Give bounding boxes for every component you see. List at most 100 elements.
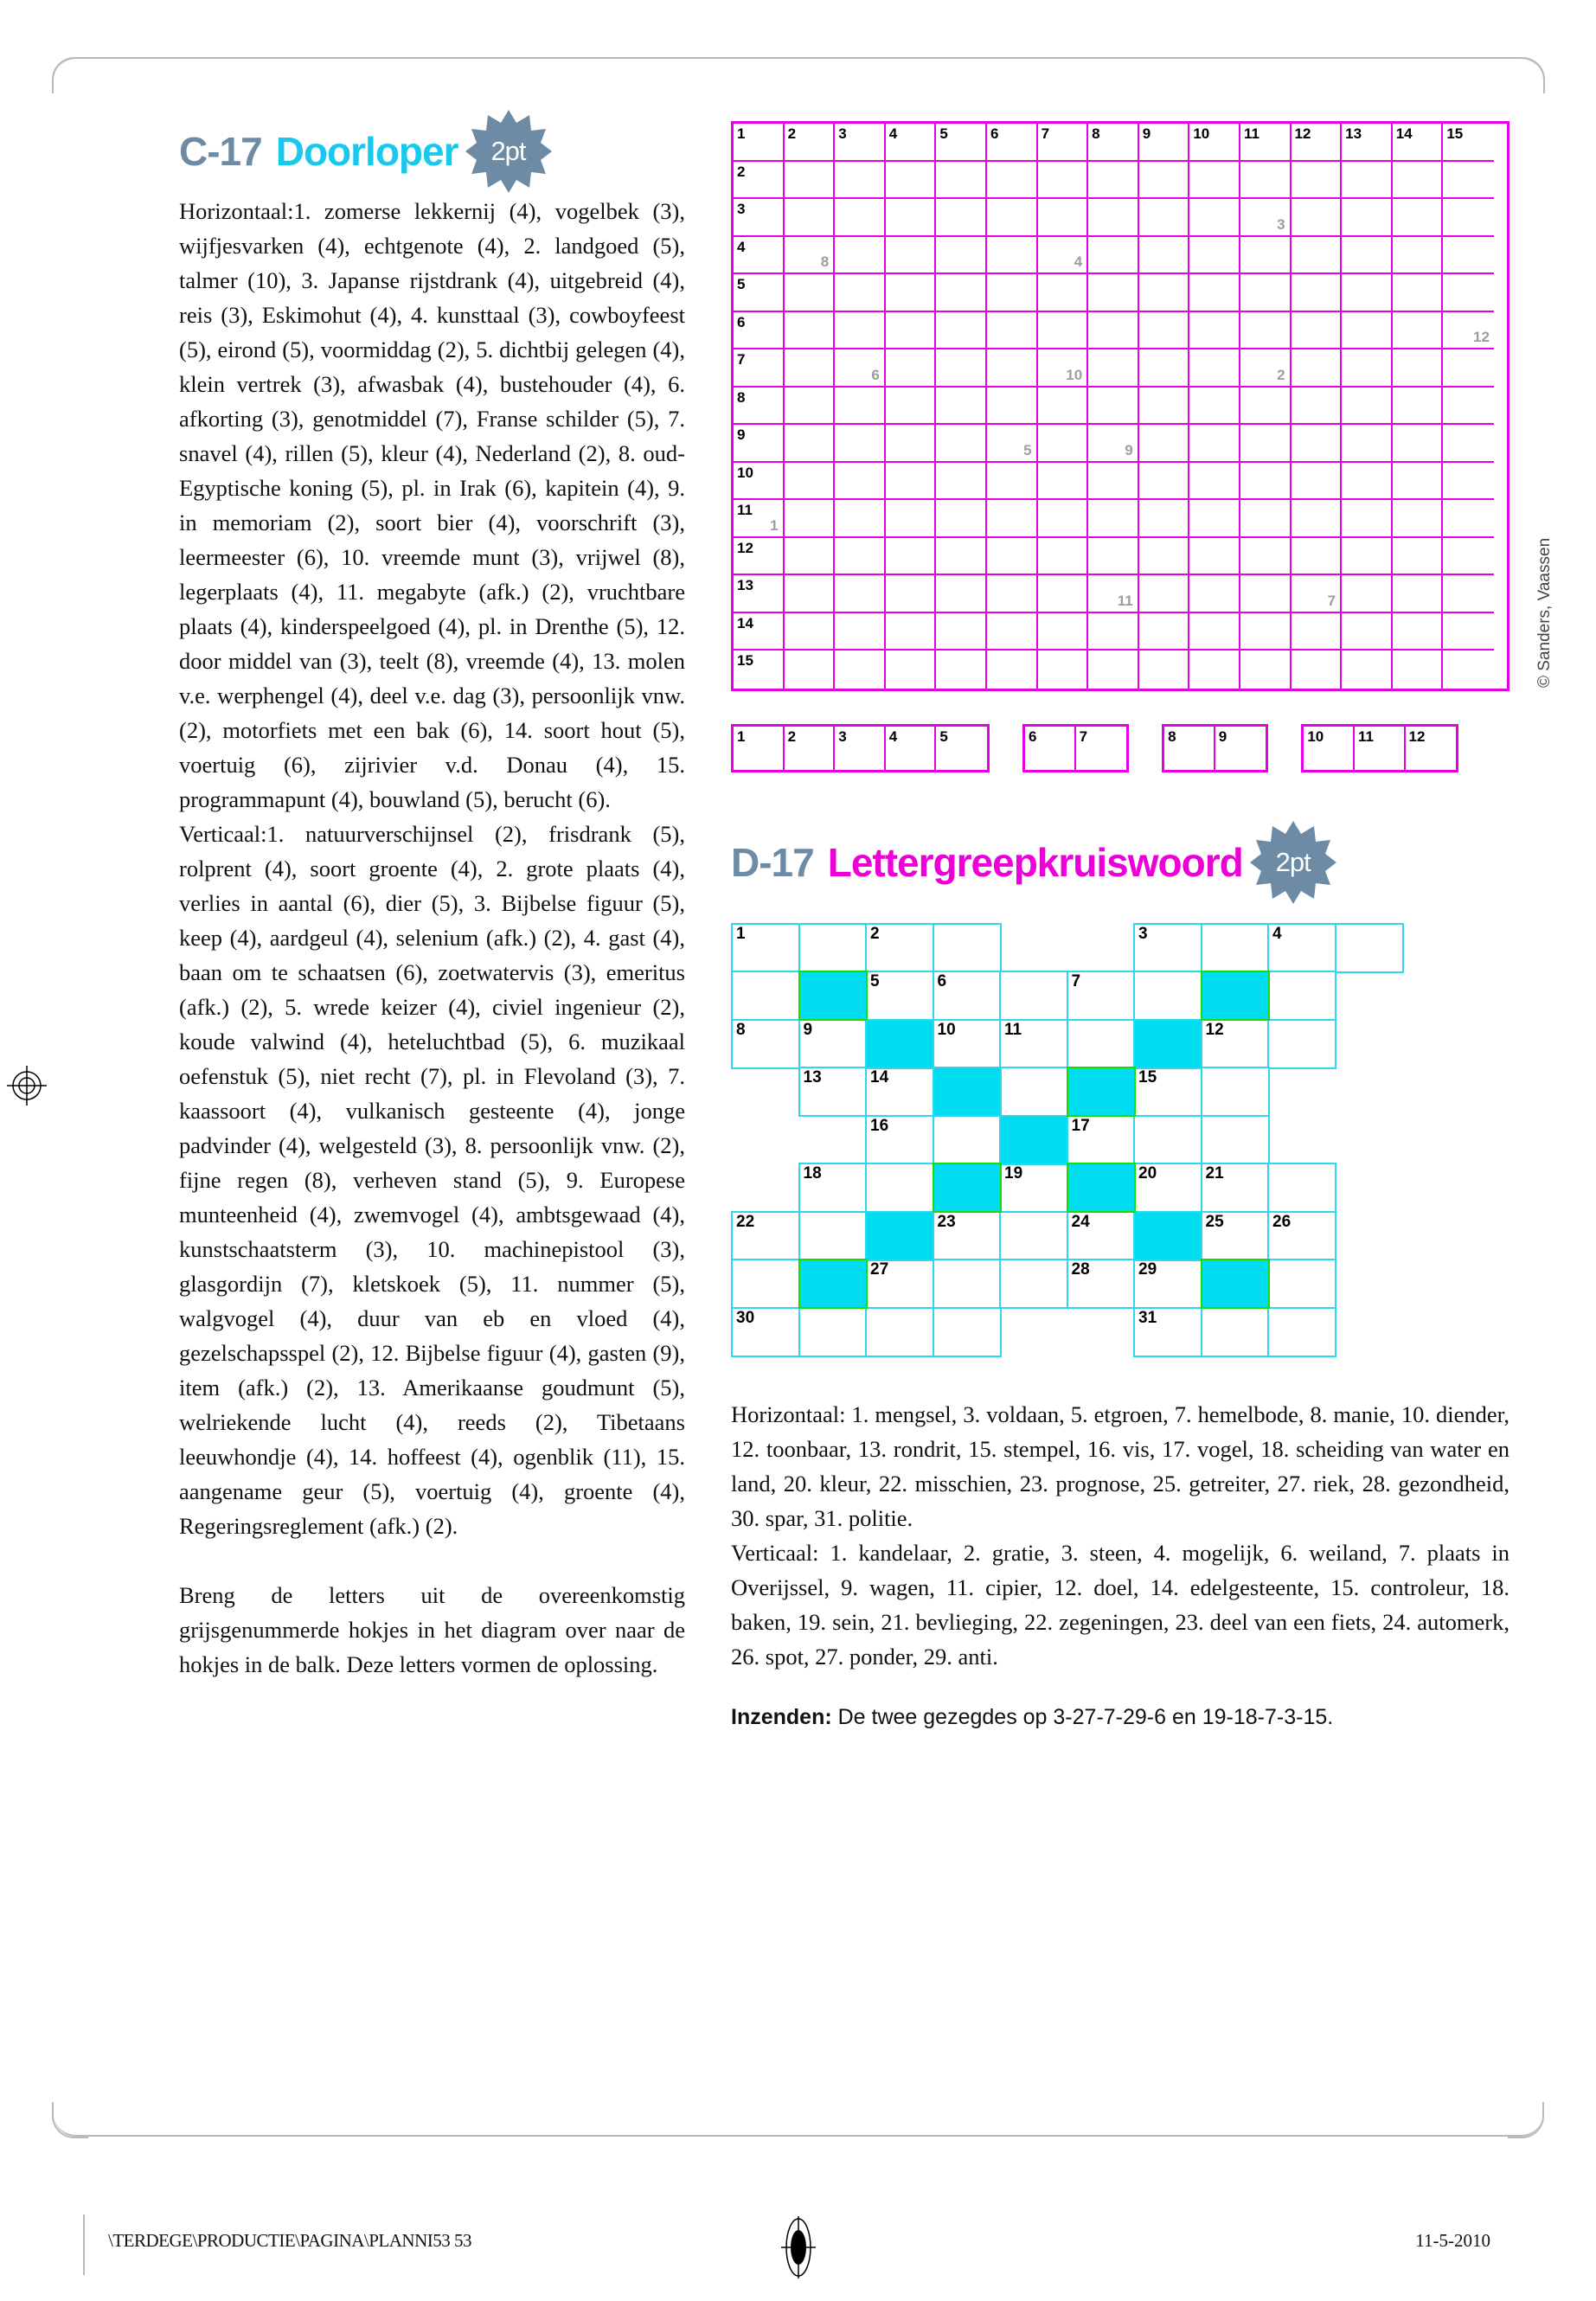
- c17-grid-cell[interactable]: [986, 537, 1038, 575]
- d17-grid-cell[interactable]: 15: [1133, 1067, 1202, 1117]
- c17-grid-cell[interactable]: [936, 274, 987, 312]
- c17-grid-cell[interactable]: [936, 575, 987, 613]
- c17-grid-cell[interactable]: [1240, 651, 1292, 689]
- c17-grid-cell[interactable]: [835, 199, 886, 237]
- c17-grid-cell[interactable]: [784, 161, 836, 199]
- c17-grid-cell[interactable]: [936, 425, 987, 463]
- d17-grid-cell[interactable]: 6: [932, 971, 1002, 1021]
- c17-grid-cell[interactable]: [1189, 537, 1240, 575]
- c17-grid-cell[interactable]: [1138, 387, 1190, 425]
- d17-crossword-grid[interactable]: 1 2 3 4 5 6 7 8 9 10 11 12 13 14 15 16 17 18 19 20 21 22 23 24 2…: [731, 922, 1492, 1373]
- c17-grid-cell[interactable]: [885, 537, 937, 575]
- c17-grid-cell[interactable]: 2: [784, 124, 836, 162]
- c17-grid-cell[interactable]: [1138, 651, 1190, 689]
- d17-grid-cell-filled[interactable]: [865, 1018, 934, 1069]
- c17-grid-cell[interactable]: [784, 612, 836, 651]
- c17-grid-cell[interactable]: [1240, 462, 1292, 500]
- d17-grid-cell[interactable]: [865, 1163, 934, 1213]
- d17-grid-cell[interactable]: 2: [865, 922, 934, 973]
- c17-grid-cell[interactable]: [1291, 462, 1343, 500]
- c17-grid-cell[interactable]: [1392, 612, 1444, 651]
- c17-grid-cell[interactable]: [1189, 274, 1240, 312]
- c17-grid-cell[interactable]: [936, 651, 987, 689]
- c17-grid-cell[interactable]: [1240, 575, 1292, 613]
- d17-grid-cell[interactable]: [932, 1259, 1002, 1309]
- c17-grid-cell[interactable]: [835, 236, 886, 274]
- c17-grid-cell[interactable]: [1138, 537, 1190, 575]
- d17-grid-cell[interactable]: [999, 971, 1068, 1021]
- c17-grid-cell[interactable]: 11: [1088, 575, 1139, 613]
- c17-answer-cell[interactable]: 6: [1025, 726, 1076, 770]
- c17-grid-cell[interactable]: [1392, 425, 1444, 463]
- c17-grid-cell[interactable]: 8: [1088, 124, 1139, 162]
- c17-answer-cell[interactable]: 2: [785, 726, 836, 770]
- c17-grid-cell[interactable]: [1138, 349, 1190, 388]
- d17-grid-cell[interactable]: [999, 1259, 1068, 1309]
- c17-grid-cell[interactable]: 6: [734, 311, 785, 349]
- c17-grid-cell[interactable]: [1392, 349, 1444, 388]
- c17-grid-cell[interactable]: [1443, 349, 1494, 388]
- c17-grid-cell[interactable]: [885, 612, 937, 651]
- d17-grid-cell-filled[interactable]: [1066, 1163, 1136, 1213]
- c17-grid-cell[interactable]: [1443, 236, 1494, 274]
- c17-grid-cell[interactable]: 2: [1240, 349, 1292, 388]
- c17-grid-cell[interactable]: [1037, 161, 1089, 199]
- c17-grid-cell[interactable]: [1291, 425, 1343, 463]
- d17-grid-cell[interactable]: 10: [932, 1018, 1002, 1069]
- c17-grid-cell[interactable]: [1088, 349, 1139, 388]
- c17-grid-cell[interactable]: [784, 462, 836, 500]
- c17-grid-cell[interactable]: 7: [1037, 124, 1089, 162]
- c17-grid-cell[interactable]: [1392, 161, 1444, 199]
- c17-grid-cell[interactable]: [1240, 236, 1292, 274]
- c17-grid-cell[interactable]: [1291, 236, 1343, 274]
- c17-grid-cell[interactable]: [1189, 311, 1240, 349]
- c17-grid-cell[interactable]: [1291, 199, 1343, 237]
- c17-grid-cell[interactable]: [1392, 311, 1444, 349]
- c17-grid-cell[interactable]: [835, 575, 886, 613]
- c17-grid-cell[interactable]: 3: [835, 124, 886, 162]
- c17-grid-cell[interactable]: [1138, 425, 1190, 463]
- c17-grid-cell[interactable]: [1443, 537, 1494, 575]
- c17-grid-cell[interactable]: [1088, 311, 1139, 349]
- c17-grid-cell[interactable]: [885, 462, 937, 500]
- c17-grid-cell[interactable]: [784, 575, 836, 613]
- c17-grid-cell[interactable]: [936, 311, 987, 349]
- d17-grid-cell[interactable]: 19: [999, 1163, 1068, 1213]
- c17-grid-cell[interactable]: [784, 274, 836, 312]
- d17-grid-cell-filled[interactable]: [1133, 1018, 1202, 1069]
- c17-grid-cell[interactable]: [1037, 199, 1089, 237]
- c17-grid-cell[interactable]: [784, 651, 836, 689]
- c17-grid-cell[interactable]: 4: [734, 236, 785, 274]
- d17-grid-cell[interactable]: 27: [865, 1259, 934, 1309]
- c17-grid-cell[interactable]: [936, 236, 987, 274]
- c17-grid-cell[interactable]: [1138, 462, 1190, 500]
- d17-grid-cell-filled[interactable]: [1133, 1210, 1202, 1261]
- c17-grid-cell[interactable]: [1443, 500, 1494, 538]
- c17-grid-cell[interactable]: [1037, 425, 1089, 463]
- d17-grid-cell[interactable]: [1267, 971, 1336, 1021]
- c17-grid-cell[interactable]: [1342, 274, 1393, 312]
- c17-grid-cell[interactable]: 12: [1291, 124, 1343, 162]
- c17-grid-cell[interactable]: [1189, 651, 1240, 689]
- d17-grid-cell[interactable]: 16: [865, 1114, 934, 1165]
- c17-grid-cell[interactable]: [1392, 575, 1444, 613]
- c17-grid-cell[interactable]: [885, 500, 937, 538]
- c17-grid-cell[interactable]: [1342, 575, 1393, 613]
- c17-grid-cell[interactable]: [1037, 462, 1089, 500]
- c17-grid-cell[interactable]: [1291, 612, 1343, 651]
- c17-grid-cell[interactable]: [885, 274, 937, 312]
- c17-grid-cell[interactable]: [1342, 651, 1393, 689]
- c17-grid-cell[interactable]: [835, 651, 886, 689]
- c17-grid-cell[interactable]: [1443, 161, 1494, 199]
- c17-grid-cell[interactable]: [885, 387, 937, 425]
- c17-grid-cell[interactable]: 2: [734, 161, 785, 199]
- c17-answer-cell[interactable]: 7: [1076, 727, 1127, 770]
- d17-grid-cell[interactable]: [999, 1067, 1068, 1117]
- c17-grid-cell[interactable]: [1189, 349, 1240, 388]
- c17-grid-cell[interactable]: [1392, 537, 1444, 575]
- d17-grid-cell[interactable]: [1200, 1306, 1270, 1357]
- d17-grid-cell[interactable]: 1: [731, 922, 800, 973]
- d17-grid-cell[interactable]: 17: [1066, 1114, 1136, 1165]
- d17-grid-cell[interactable]: 18: [798, 1163, 868, 1213]
- c17-grid-cell[interactable]: 1: [734, 124, 785, 162]
